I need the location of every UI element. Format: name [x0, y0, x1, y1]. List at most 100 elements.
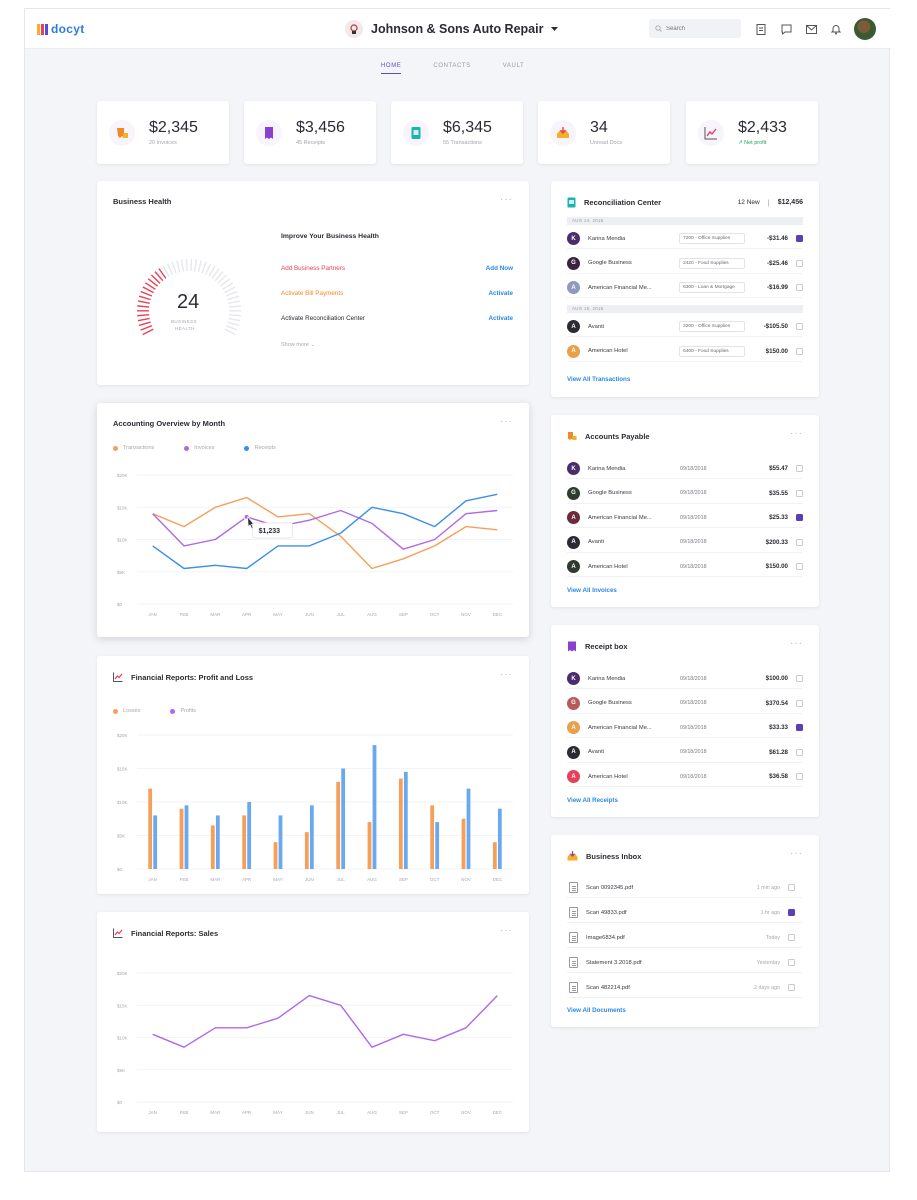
list-item[interactable]: A Avanti 2200 - Office Supplies -$105.50	[567, 317, 803, 337]
list-item[interactable]: A American Hotel 09/18/2018 $150.00	[567, 557, 803, 578]
list-item[interactable]: G Google Business 09/18/2018 $35.55	[567, 484, 803, 504]
category-dropdown[interactable]: 7200 - Office Supplies	[679, 233, 746, 244]
list-item[interactable]: A Avanti 09/18/2018 $61.28	[567, 743, 803, 763]
legend-item[interactable]: Losses	[113, 708, 140, 714]
row-checkbox[interactable]	[788, 959, 795, 966]
docyt-logo[interactable]: docyt	[37, 22, 85, 36]
row-checkbox[interactable]	[796, 538, 803, 546]
overview-line-chart[interactable]: $0 $5K $10K $15K $20K JAN FEB MAR APR MAY JUN JUL AU…	[97, 403, 529, 637]
row-checkbox[interactable]	[796, 773, 803, 781]
more-options-icon[interactable]: ···	[500, 669, 513, 680]
stat-card-net-profit[interactable]: $2,433 ↗ Net profit	[686, 101, 818, 164]
more-options-icon[interactable]: ···	[790, 428, 803, 439]
list-item[interactable]: Scan 0092345.pdf 1 min ago	[567, 878, 803, 898]
list-item[interactable]: Image6834.pdf Today	[567, 928, 803, 948]
row-checkbox[interactable]	[796, 724, 803, 732]
list-item[interactable]: A American Hotel 6400 - Food Supplies $150.…	[567, 342, 803, 362]
category-dropdown[interactable]: 2200 - Office Supplies	[679, 321, 746, 332]
list-item[interactable]: K Karina Mendia 7200 - Office Supplies -$31…	[567, 229, 803, 249]
document-icon[interactable]	[753, 21, 769, 37]
list-item[interactable]: A American Financial Me... 09/18/2018 $33.3…	[567, 718, 803, 739]
more-options-icon[interactable]: ···	[500, 925, 513, 936]
gauge-tick	[219, 278, 231, 287]
business-selector[interactable]: Johnson & Sons Auto Repair	[345, 20, 559, 38]
item-name: Karina Mendia	[588, 465, 626, 472]
list-item[interactable]: K Karina Mendia 09/18/2018 $100.00	[567, 669, 803, 689]
sales-line-chart[interactable]: $0 $5K $10K $15K $20K JAN FEB MAR APR MAY JUN JUL AU…	[97, 912, 529, 1132]
row-checkbox[interactable]	[796, 489, 803, 497]
row-checkbox[interactable]	[796, 259, 803, 267]
legend-item[interactable]: Invoices	[184, 445, 214, 451]
more-options-icon[interactable]: ···	[790, 194, 803, 205]
file-name: Statement 3.2018.pdf	[586, 959, 642, 966]
stat-value: $2,345	[149, 119, 198, 136]
list-item[interactable]: K Karina Mendia 09/18/2018 $55.47	[567, 459, 803, 479]
x-tick-label: NOV	[461, 1110, 471, 1115]
row-checkbox[interactable]	[796, 235, 803, 242]
user-avatar[interactable]	[854, 18, 876, 40]
list-item[interactable]: G Google Business 2420 - Food Supplies -$25…	[567, 254, 803, 274]
activate-reconciliation-link[interactable]: Activate	[488, 315, 514, 322]
category-dropdown[interactable]: 2420 - Food Supplies	[679, 257, 746, 269]
legend-dot	[170, 708, 176, 714]
list-item[interactable]: A American Hotel 09/18/2018 $36.58	[567, 767, 803, 788]
stat-card-unread-docs[interactable]: 34 Unread Docs	[538, 101, 670, 164]
row-checkbox[interactable]	[788, 884, 795, 891]
row-checkbox[interactable]	[796, 563, 803, 571]
mail-icon[interactable]	[803, 21, 819, 37]
legend-item[interactable]: Receipts	[244, 445, 276, 451]
view-all-documents-link[interactable]: View All Documents	[567, 1007, 626, 1014]
receipt-box-card: Receipt box ··· K Karina Mendia 09/18/2018…	[551, 625, 819, 817]
category-dropdown[interactable]: 6300 - Loan & Mortgage	[679, 282, 746, 293]
list-item[interactable]: A American Financial Me... 6300 - Loan & M…	[567, 278, 803, 298]
row-checkbox[interactable]	[796, 699, 803, 707]
row-checkbox[interactable]	[796, 347, 803, 355]
stat-card-receipts[interactable]: $3,456 45 Receipts	[244, 101, 376, 164]
list-item[interactable]: A Avanti 09/18/2018 $200.33	[567, 533, 803, 553]
more-options-icon[interactable]: ···	[790, 848, 803, 859]
search-box[interactable]	[649, 19, 741, 38]
item-name: Google Business	[588, 700, 632, 707]
more-options-icon[interactable]: ···	[500, 416, 513, 427]
stat-card-invoices[interactable]: $2,345 20 Invoices	[97, 101, 229, 164]
stat-value: $3,456	[296, 119, 345, 136]
activate-bill-payments-link[interactable]: Activate	[488, 290, 514, 297]
more-options-icon[interactable]: ···	[790, 638, 803, 649]
row-checkbox[interactable]	[796, 514, 803, 522]
view-all-transactions-link[interactable]: View All Transactions	[567, 376, 631, 383]
list-item[interactable]: Scan 49833.pdf 1 hr ago	[567, 903, 803, 923]
profit-loss-bar-chart[interactable]: $0 $5K $10K $15K $20K JAN FEB MAR APR MAY JUN JUL AU…	[97, 656, 529, 894]
row-checkbox[interactable]	[796, 675, 803, 682]
tab-home[interactable]: HOME	[381, 63, 402, 74]
legend-item[interactable]: Transactions	[113, 445, 154, 451]
legend-item[interactable]: Profits	[170, 708, 196, 714]
row-checkbox[interactable]	[796, 323, 803, 330]
row-checkbox[interactable]	[796, 465, 803, 472]
tab-contacts[interactable]: CONTACTS	[433, 63, 471, 69]
list-item[interactable]: G Google Business 09/18/2018 $370.54	[567, 694, 803, 714]
chat-icon[interactable]	[778, 21, 794, 37]
show-more-link[interactable]: Show more ⌄	[281, 342, 315, 348]
list-item[interactable]: A American Financial Me... 09/18/2018 $25.3…	[567, 508, 803, 529]
avatar: A	[567, 535, 580, 549]
add-now-link[interactable]: Add Now	[485, 265, 513, 272]
item-amount: $33.33	[769, 724, 788, 732]
stat-card-transactions[interactable]: $6,345 55 Transactions	[391, 101, 523, 164]
view-all-invoices-link[interactable]: View All Invoices	[567, 587, 617, 594]
more-options-icon[interactable]: ···	[500, 194, 513, 205]
row-checkbox[interactable]	[788, 934, 795, 941]
search-input[interactable]	[666, 25, 736, 32]
category-dropdown[interactable]: 6400 - Food Supplies	[679, 345, 746, 357]
list-item[interactable]: Statement 3.2018.pdf Yesterday	[567, 953, 803, 973]
x-tick-label: MAR	[210, 1110, 221, 1115]
notification-bell-icon[interactable]	[828, 21, 844, 37]
row-checkbox[interactable]	[796, 748, 803, 756]
chart-legend: Losses Profits	[113, 708, 196, 714]
row-checkbox[interactable]	[788, 984, 795, 991]
list-item[interactable]: Scan 482214.pdf 2 days ago	[567, 978, 803, 998]
row-checkbox[interactable]	[796, 284, 803, 291]
row-checkbox[interactable]	[788, 909, 795, 916]
view-all-receipts-link[interactable]: View All Receipts	[567, 797, 618, 804]
y-tick-label: $20K	[117, 971, 128, 976]
tab-vault[interactable]: VAULT	[502, 63, 525, 69]
